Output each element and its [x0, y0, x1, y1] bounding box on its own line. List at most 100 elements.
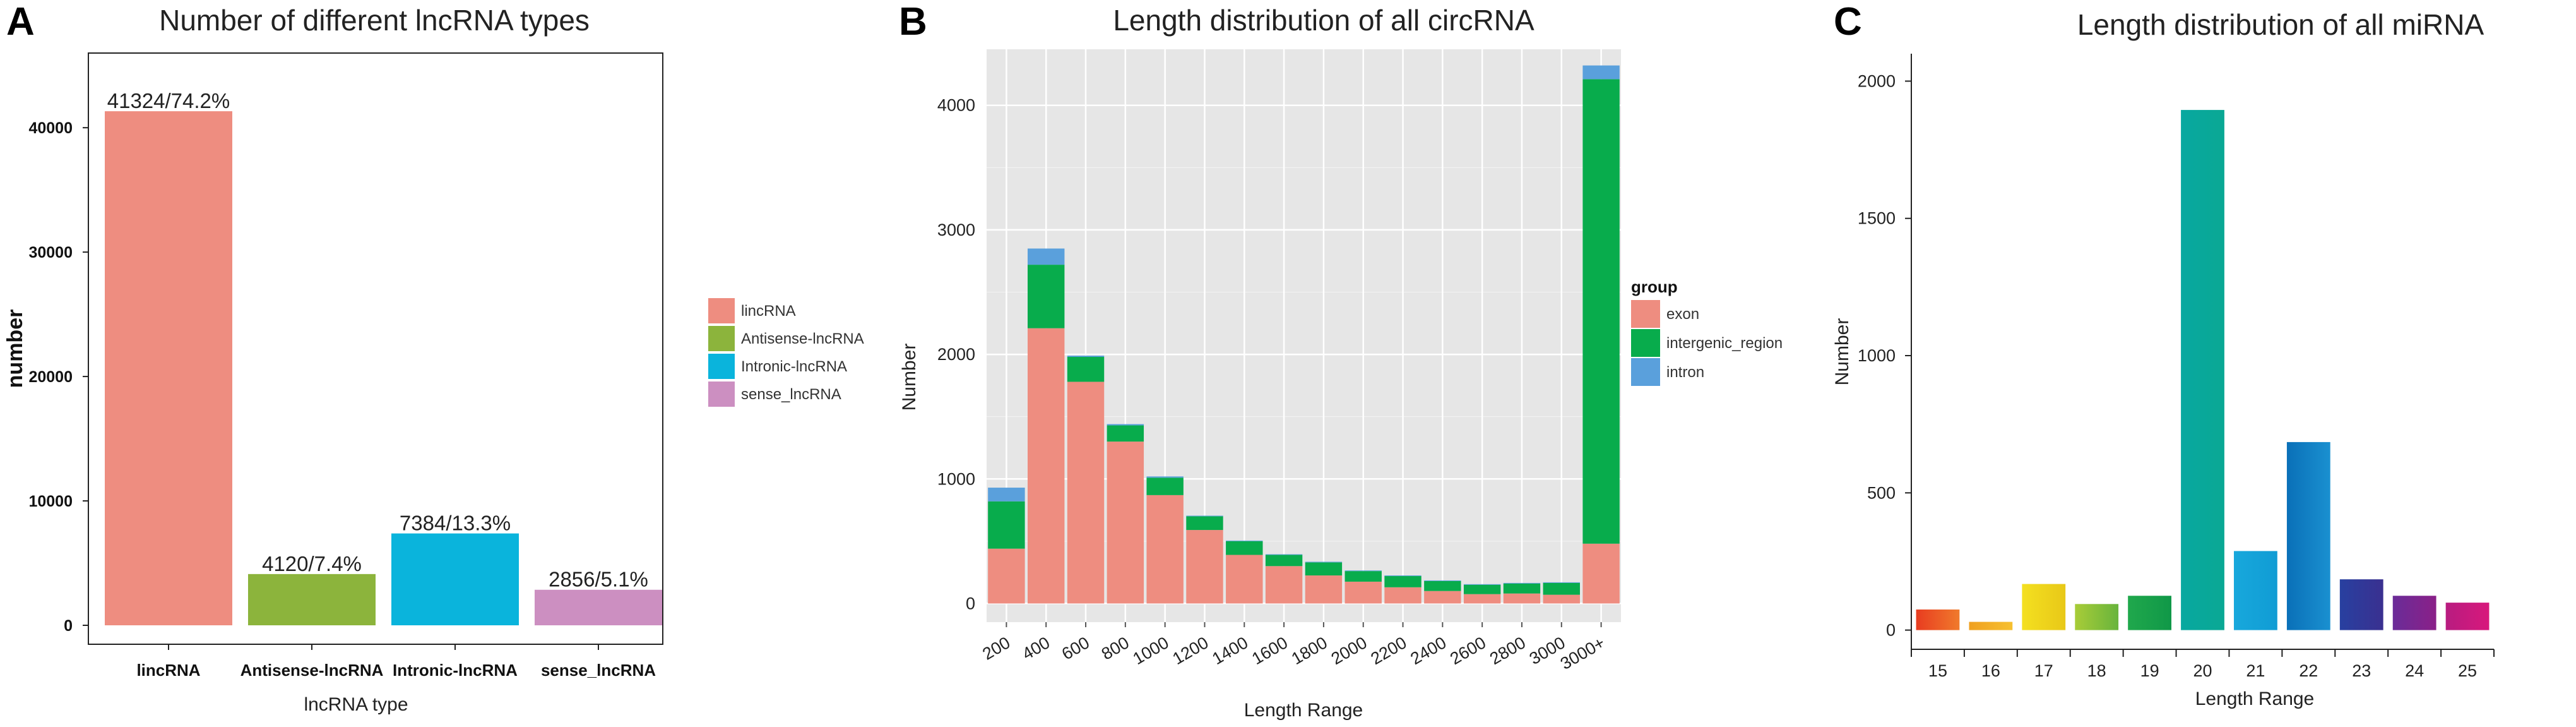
chart-b-x-tick-label: 1000: [1130, 633, 1172, 668]
chart-b-bar-intron-2200: [1384, 575, 1422, 577]
chart-c-x-axis: 15 16 17 18 19 20 21 22 23 24 25: [1911, 649, 2495, 680]
chart-b-x-tick-label: 1600: [1249, 633, 1291, 668]
chart-a-x-axis-title: lncRNA type: [304, 694, 408, 715]
chart-a-legend-swatch-sense-lncrna: [708, 382, 735, 407]
chart-b-bar-intergenic-region-200: [988, 501, 1025, 549]
chart-b-bar-exon-1600: [1265, 566, 1303, 604]
chart-b-legend-label: intron: [1666, 364, 1704, 381]
chart-c-bars: [1916, 110, 2490, 630]
chart-b-bar-intron-400: [1028, 248, 1065, 265]
chart-b-bar-exon-1800: [1305, 575, 1343, 604]
chart-b-y-axis-title: Number: [899, 344, 920, 411]
chart-a-data-label: 7384/13.3%: [400, 512, 511, 535]
chart-b-bar-intergenic-region-2000: [1344, 571, 1382, 582]
chart-b-legend-label: intergenic_region: [1666, 335, 1783, 352]
chart-c-x-tick-label: 15: [1928, 661, 1947, 680]
chart-b-y-tick-label: 3000: [937, 220, 975, 239]
chart-b-x-tick-label: 2400: [1407, 633, 1449, 668]
chart-b-bar-intergenic-region-2200: [1384, 576, 1422, 587]
chart-b-bar-intergenic-region-2600: [1463, 584, 1501, 594]
chart-c-bar-16: [1969, 622, 2013, 630]
chart-b-legend-title: group: [1631, 277, 1678, 296]
chart-c-x-tick-label: 16: [1981, 661, 2000, 680]
panel-letter-b: B: [899, 0, 927, 44]
chart-a-y-tick-label: 20000: [28, 368, 73, 386]
chart-b-bar-exon-800: [1107, 442, 1144, 604]
chart-a-x-tick-label: lincRNA: [136, 661, 200, 680]
chart-a-y-tick-label: 30000: [28, 244, 73, 261]
chart-c-y-tick-label: 2000: [1858, 71, 1896, 90]
chart-b-bar-exon-1200: [1186, 530, 1223, 604]
chart-b-bar-exon-400: [1028, 328, 1065, 604]
chart-b-x-tick-label: 2600: [1447, 633, 1489, 668]
chart-b-bar-exon-200: [988, 548, 1025, 604]
chart-c-title: Length distribution of all miRNA: [2077, 8, 2484, 41]
chart-a-bar-lincrna: [105, 111, 232, 625]
chart-c-bar-18: [2075, 604, 2119, 630]
chart-b-x-tick-label: 2200: [1368, 633, 1410, 668]
chart-a-data-label: 2856/5.1%: [549, 568, 648, 591]
chart-b-x-tick-label: 600: [1059, 633, 1093, 664]
panel-letter-a: A: [6, 0, 35, 44]
chart-a-legend-swatch-antisense-lncrna: [708, 326, 735, 351]
chart-b-bar-exon-2600: [1463, 594, 1501, 604]
chart-c-bar-24: [2392, 596, 2437, 630]
chart-b-x-tick-label: 2000: [1328, 633, 1370, 668]
chart-b-bar-intergenic-region-1400: [1226, 541, 1263, 555]
chart-a-data-label: 4120/7.4%: [262, 552, 362, 575]
chart-c-y-tick-label: 1000: [1858, 346, 1896, 365]
chart-b-x-axis-title: Length Range: [1244, 700, 1363, 721]
chart-a-frame: [88, 52, 663, 645]
chart-c-x-tick-label: 20: [2193, 661, 2212, 680]
chart-b-title: Length distribution of all circRNA: [1113, 4, 1534, 37]
panel-letter-c: C: [1834, 0, 1862, 44]
chart-b-bar-intron-800: [1107, 424, 1144, 426]
chart-c-bar-15: [1916, 609, 1960, 630]
chart-c-bar-22: [2286, 442, 2330, 630]
chart-b-y-tick-label: 0: [966, 594, 975, 613]
chart-a-bar-antisense-lncrna: [248, 574, 376, 625]
chart-b-x-tick-label: 1400: [1209, 633, 1251, 668]
panel-a-lncrna-types: A Number of different lncRNA types 0 1000…: [3, 0, 864, 715]
chart-a-y-tick-label: 40000: [28, 119, 73, 137]
chart-a-y-axis-title: number: [3, 309, 27, 388]
chart-b-bar-exon-2200: [1384, 587, 1422, 604]
chart-c-x-tick-label: 22: [2299, 661, 2318, 680]
chart-b-bar-intergenic-region-1800: [1305, 562, 1343, 576]
chart-a-y-axis: 0 10000 20000 30000 40000: [28, 119, 88, 635]
chart-b-bar-intergenic-region-1000: [1146, 478, 1184, 495]
chart-b-x-tick-label: 3000+: [1557, 633, 1608, 673]
chart-a-x-tick-label: Antisense-lncRNA: [240, 661, 384, 680]
chart-b-bar-intergenic-region-3000: [1543, 582, 1580, 595]
chart-b-bar-intron-200: [988, 488, 1025, 502]
chart-b-x-tick-label: 800: [1098, 633, 1132, 664]
chart-b-bar-intron-3000: [1582, 65, 1620, 80]
chart-a-bars: 41324/74.2% 4120/7.4% 7384/13.3% 2856/5.1%: [105, 89, 662, 625]
chart-a-title: Number of different lncRNA types: [159, 4, 590, 37]
chart-b-x-tick-label: 1800: [1288, 633, 1331, 668]
chart-b-bars: [988, 65, 1620, 604]
chart-b-y-tick-label: 2000: [937, 345, 975, 364]
chart-b-bar-exon-1400: [1226, 555, 1263, 604]
chart-b-bar-intergenic-region-1600: [1265, 555, 1303, 567]
chart-b-bar-intron-3000: [1543, 582, 1580, 583]
chart-b-bar-exon-3000: [1543, 594, 1580, 604]
chart-a-x-axis: lincRNA Antisense-lncRNA Intronic-lncRNA se…: [136, 644, 656, 680]
chart-b-bar-intron-1200: [1186, 515, 1223, 517]
chart-b-bar-intergenic-region-800: [1107, 425, 1144, 442]
chart-b-bar-intron-2400: [1424, 580, 1461, 581]
chart-b-bar-intergenic-region-2800: [1503, 583, 1541, 594]
chart-c-bar-19: [2128, 596, 2171, 630]
chart-b-legend-swatch-intron: [1631, 358, 1660, 386]
chart-a-x-tick-label: Intronic-lncRNA: [393, 661, 518, 680]
chart-c-y-axis: 0 500 1000 1500 2000: [1858, 71, 1911, 640]
chart-c-bar-23: [2339, 579, 2383, 630]
chart-c-x-tick-label: 23: [2352, 661, 2371, 680]
chart-b-y-tick-label: 1000: [937, 469, 975, 488]
chart-b-x-tick-label: 1200: [1169, 633, 1211, 668]
chart-a-legend-swatch-intronic-lncrna: [708, 354, 735, 379]
chart-b-bar-exon-2000: [1344, 581, 1382, 604]
chart-c-bar-25: [2445, 603, 2490, 630]
